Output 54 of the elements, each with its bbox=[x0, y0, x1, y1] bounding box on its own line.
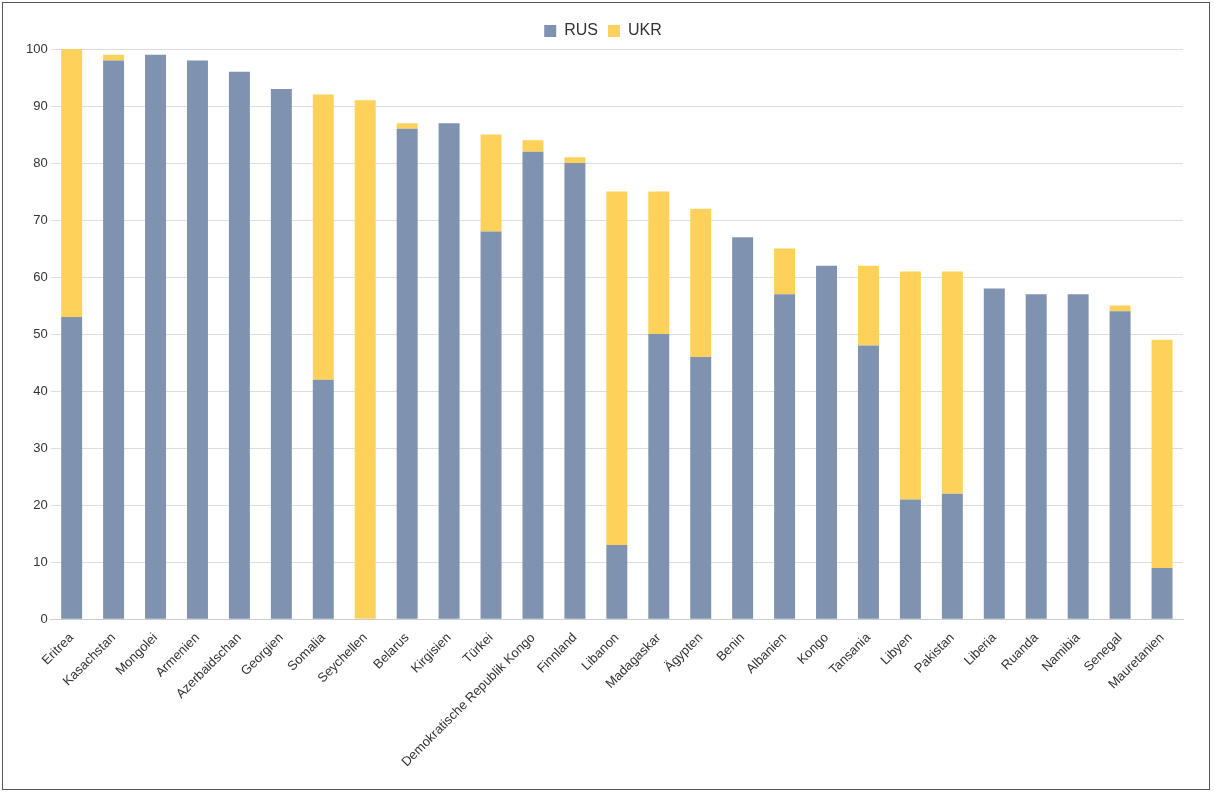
bar bbox=[606, 545, 628, 619]
bar bbox=[941, 493, 963, 619]
bar bbox=[564, 157, 586, 164]
bar bbox=[145, 54, 167, 619]
bar bbox=[522, 151, 544, 619]
bar bbox=[270, 88, 292, 619]
y-tick-label: 80 bbox=[33, 154, 48, 170]
y-tick-label: 0 bbox=[40, 610, 48, 626]
bar bbox=[103, 60, 125, 619]
bar bbox=[857, 265, 879, 346]
bar bbox=[1025, 294, 1047, 619]
bar bbox=[480, 134, 502, 232]
bar bbox=[480, 231, 502, 619]
bar bbox=[1067, 294, 1089, 619]
bar bbox=[606, 191, 628, 546]
y-tick-label: 100 bbox=[25, 40, 48, 56]
bar bbox=[816, 265, 838, 619]
bar bbox=[564, 163, 586, 619]
bar bbox=[857, 345, 879, 619]
y-tick-label: 40 bbox=[33, 382, 48, 398]
bar bbox=[61, 49, 83, 317]
legend-label: UKR bbox=[628, 21, 662, 39]
y-tick-label: 50 bbox=[33, 325, 48, 341]
bar bbox=[690, 208, 712, 357]
bar bbox=[941, 271, 963, 494]
bar bbox=[732, 237, 754, 619]
bar bbox=[312, 94, 334, 380]
bar bbox=[1151, 567, 1173, 619]
bar bbox=[522, 140, 544, 152]
bar bbox=[354, 100, 376, 619]
bar bbox=[983, 288, 1005, 619]
y-tick-label: 70 bbox=[33, 211, 48, 227]
bar bbox=[396, 123, 418, 129]
y-tick-label: 20 bbox=[33, 496, 48, 512]
y-tick-label: 10 bbox=[33, 553, 48, 569]
bar bbox=[774, 294, 796, 619]
bar bbox=[1109, 311, 1131, 619]
bar bbox=[312, 379, 334, 619]
bar bbox=[648, 334, 670, 619]
bar bbox=[1151, 339, 1173, 568]
legend-label: RUS bbox=[564, 21, 598, 39]
bar bbox=[186, 60, 208, 619]
bar bbox=[438, 123, 460, 619]
bar bbox=[899, 271, 921, 500]
bar bbox=[774, 248, 796, 295]
y-tick-label: 60 bbox=[33, 268, 48, 284]
bar bbox=[899, 499, 921, 619]
bar bbox=[648, 191, 670, 335]
y-tick-label: 90 bbox=[33, 97, 48, 113]
bar bbox=[228, 71, 250, 619]
y-tick-label: 30 bbox=[33, 439, 48, 455]
bar bbox=[396, 128, 418, 619]
bar bbox=[61, 317, 83, 619]
bar bbox=[690, 356, 712, 619]
